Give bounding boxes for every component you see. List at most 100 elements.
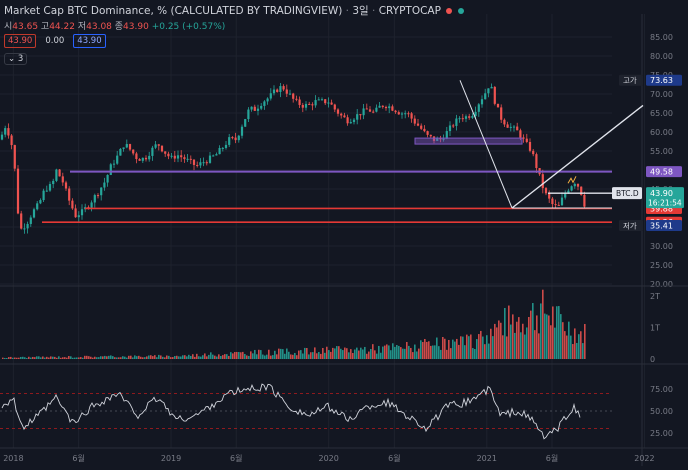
volume-bar — [510, 324, 512, 359]
indicator-collapse-button[interactable]: ⌄ 3 — [4, 53, 28, 65]
candle-body — [564, 192, 567, 198]
candle-body — [71, 200, 74, 209]
volume-bar — [568, 321, 570, 359]
time-axis-label: 6월 — [546, 453, 558, 463]
candle-body — [573, 183, 576, 187]
trendline-down[interactable] — [459, 80, 513, 209]
volume-bar — [480, 330, 482, 359]
volume-tick-label: 2T — [650, 292, 660, 301]
volume-bar — [276, 354, 278, 359]
volume-bar — [418, 348, 420, 359]
candle-body — [525, 138, 528, 142]
bid-chip[interactable]: 43.90 — [4, 34, 37, 48]
volume-bar — [92, 357, 94, 359]
candle-body — [317, 99, 320, 101]
volume-bar — [506, 336, 508, 359]
volume-bar — [520, 332, 522, 359]
candle-body — [378, 105, 381, 108]
high-label: 고 — [40, 22, 50, 32]
volume-bar — [72, 357, 74, 359]
volume-bar — [582, 343, 584, 359]
volume-bar — [8, 357, 10, 359]
volume-bar — [346, 348, 348, 359]
volume-bar — [454, 341, 456, 359]
volume-bar — [558, 306, 560, 359]
volume-bar — [526, 327, 528, 359]
candle-body — [39, 200, 42, 204]
volume-bar — [552, 306, 554, 359]
volume-bar — [278, 348, 280, 359]
volume-bar — [522, 323, 524, 359]
low-price-tag-box — [646, 219, 682, 231]
candle-body — [202, 162, 205, 164]
volume-bar — [228, 355, 230, 359]
high-price-tag: 73.63 — [650, 76, 673, 85]
volume-bar — [252, 353, 254, 359]
candle-body — [407, 113, 410, 115]
candle-body — [356, 114, 359, 120]
volume-bar — [382, 346, 384, 359]
indicator-count: 3 — [17, 54, 24, 64]
price-tick-label: 65.00 — [650, 109, 673, 118]
volume-bar — [280, 348, 282, 359]
high-price-tag-caption: 고가 — [623, 76, 637, 85]
candle-body — [68, 188, 71, 201]
candle-body — [484, 93, 487, 100]
volume-bar — [532, 303, 534, 359]
candle-body — [36, 203, 39, 210]
candle-body — [103, 182, 106, 188]
volume-bar — [330, 351, 332, 359]
volume-bar — [158, 354, 160, 359]
candle-body — [416, 123, 420, 126]
low-price-tag: 35.41 — [650, 221, 673, 230]
volume-bar — [234, 351, 236, 359]
price-tick-label: 85.00 — [650, 33, 673, 42]
candle-body — [205, 162, 208, 164]
volume-bar — [310, 352, 312, 359]
volume-bar — [570, 335, 572, 359]
volume-bar — [530, 310, 532, 359]
volume-bar — [518, 317, 520, 359]
candle-body — [333, 104, 336, 110]
candle-body — [7, 128, 10, 136]
volume-bar — [304, 347, 306, 359]
candle-body — [176, 155, 180, 159]
volume-bar — [328, 350, 330, 359]
volume-bar — [584, 324, 586, 359]
volume-bar — [406, 341, 408, 359]
volume-bar — [396, 344, 398, 359]
volume-bar — [536, 315, 538, 359]
volume-bar — [338, 346, 340, 359]
volume-bar — [64, 357, 66, 359]
pattern-marker — [567, 176, 577, 184]
candle-body — [340, 113, 343, 116]
trendline-up[interactable] — [511, 104, 644, 209]
volume-bar — [70, 356, 72, 359]
candle-body — [186, 158, 189, 160]
volume-bar — [80, 357, 82, 359]
volume-bar — [232, 353, 234, 359]
volume-bar — [290, 354, 292, 359]
symbol-title[interactable]: Market Cap BTC Dominance, % (CALCULATED … — [4, 5, 343, 17]
volume-bar — [384, 345, 386, 359]
volume-bar — [508, 305, 510, 359]
candle-body — [215, 154, 218, 156]
low-value: 43.08 — [86, 22, 112, 32]
volume-bar — [402, 348, 404, 359]
volume-bar — [140, 356, 142, 359]
interval-label[interactable]: 3일 — [352, 5, 369, 17]
volume-bar — [376, 353, 378, 359]
volume-bar — [138, 355, 140, 359]
volume-bar — [372, 344, 374, 359]
candle-body — [247, 109, 250, 120]
time-axis-label: 6월 — [72, 453, 84, 463]
candle-body — [58, 169, 61, 177]
volume-bar — [458, 344, 460, 359]
volume-bar — [190, 355, 192, 359]
volume-bar — [504, 307, 506, 359]
candle-body — [474, 111, 477, 117]
ask-chip[interactable]: 43.90 — [73, 34, 106, 48]
candle-body — [32, 209, 36, 218]
